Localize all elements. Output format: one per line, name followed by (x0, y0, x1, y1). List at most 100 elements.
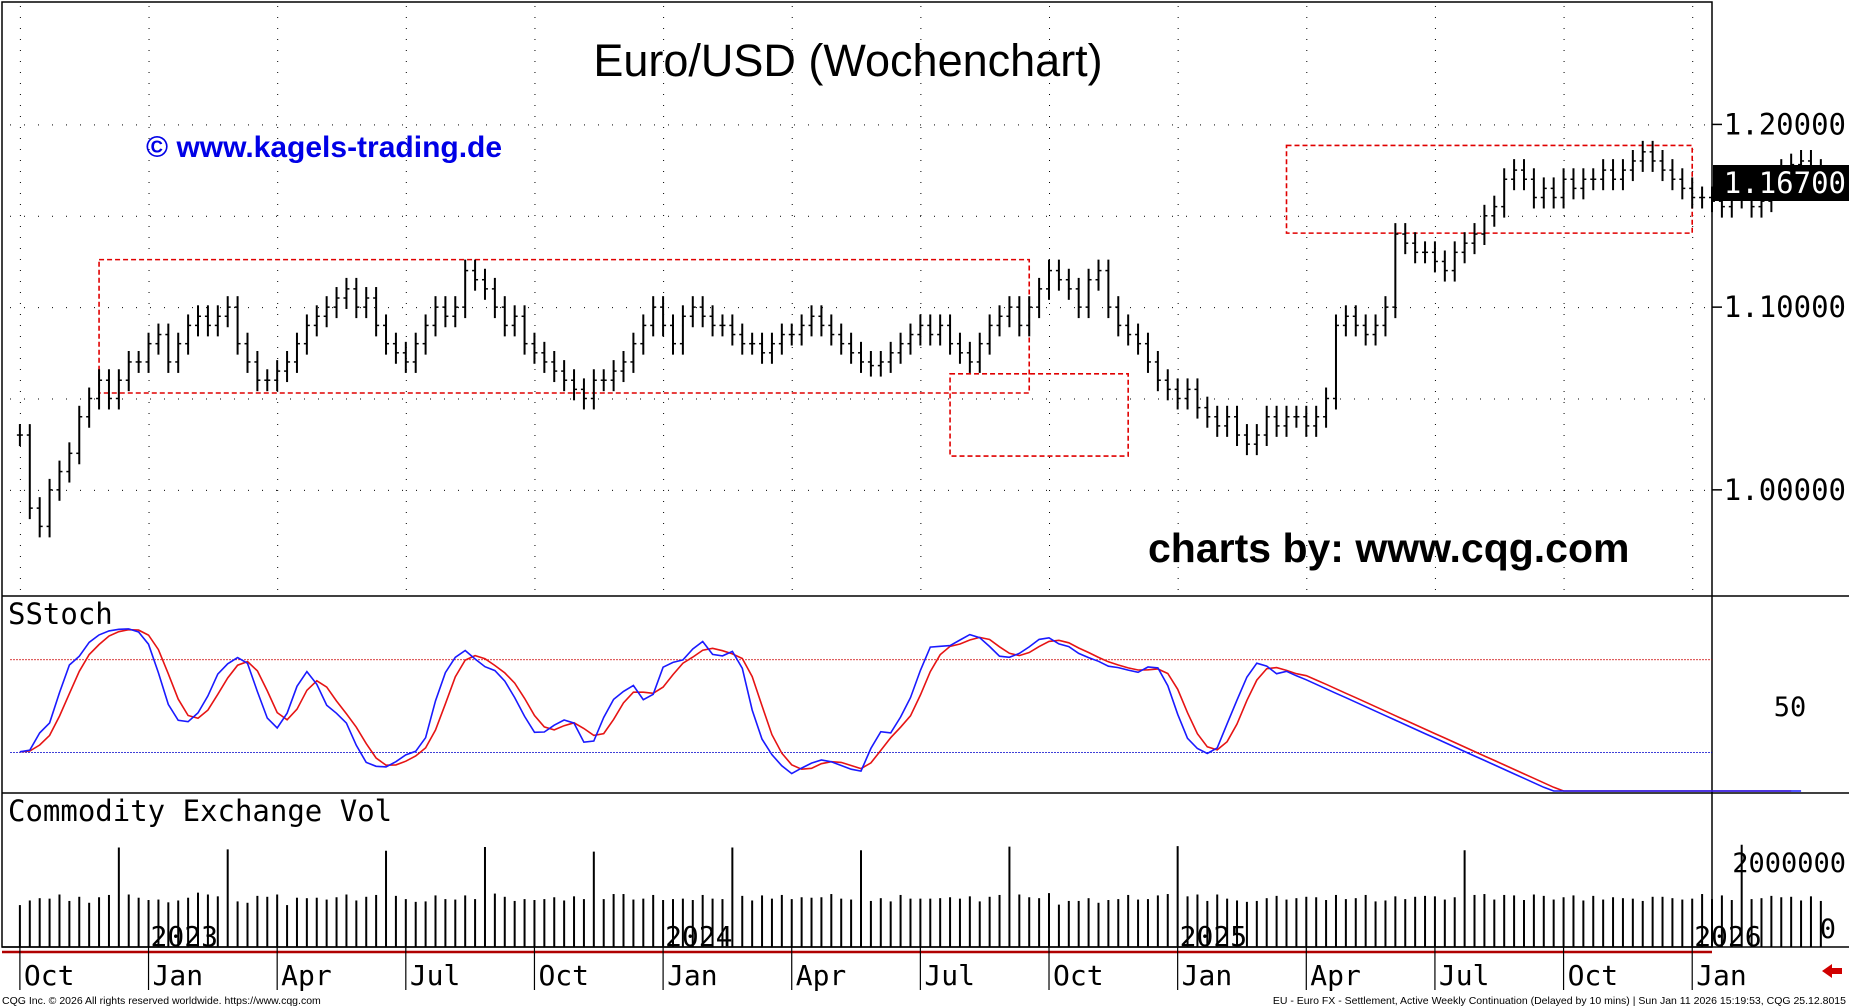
grid-dot (791, 347, 793, 348)
grid-dot (262, 398, 263, 400)
grid-dot (277, 105, 279, 106)
grid-dot (277, 226, 279, 227)
grid-dot (277, 358, 279, 359)
current-price-label: 1.16700 (1724, 166, 1846, 200)
grid-dot (1270, 307, 1271, 309)
grid-dot (906, 398, 907, 400)
grid-dot (920, 94, 922, 95)
grid-dot (864, 489, 865, 491)
grid-dot (780, 215, 781, 217)
grid-dot (791, 127, 793, 128)
grid-dot (878, 489, 879, 491)
grid-dot (1256, 215, 1257, 217)
scroll-right-arrow-icon[interactable] (1822, 964, 1842, 978)
grid-dot (1298, 307, 1299, 309)
grid-dot (486, 215, 487, 217)
grid-dot (534, 281, 536, 282)
grid-dot (808, 215, 809, 217)
grid-dot (1563, 28, 1565, 29)
grid-dot (1228, 398, 1229, 400)
grid-dot (108, 215, 109, 217)
grid-dot (920, 556, 922, 557)
grid-dot (791, 435, 793, 436)
grid-dot (346, 489, 347, 491)
grid-dot (534, 468, 536, 469)
grid-dot (1049, 215, 1051, 216)
grid-dot (791, 17, 793, 18)
grid-dot (791, 534, 793, 535)
grid-dot (1214, 215, 1215, 217)
grid-dot (534, 501, 536, 502)
grid-dot (976, 398, 977, 400)
grid-dot (780, 489, 781, 491)
grid-dot (1177, 138, 1179, 139)
grid-dot (1018, 215, 1019, 217)
grid-dot (10, 489, 11, 491)
grid-dot (1434, 6, 1436, 7)
grid-dot (791, 490, 793, 491)
grid-dot (1144, 124, 1145, 126)
grid-dot (150, 215, 151, 217)
grid-dot (220, 398, 221, 400)
grid-dot (19, 160, 21, 161)
grid-dot (1049, 589, 1051, 590)
grid-dot (791, 402, 793, 403)
grid-dot (1563, 138, 1565, 139)
grid-dot (1046, 307, 1047, 309)
grid-dot (738, 307, 739, 309)
grid-dot (1434, 39, 1436, 40)
grid-dot (1692, 138, 1694, 139)
grid-dot (1177, 6, 1179, 7)
grid-dot (1438, 489, 1439, 491)
grid-dot (1480, 307, 1481, 309)
grid-dot (1692, 380, 1694, 381)
grid-dot (920, 17, 922, 18)
grid-dot (1306, 314, 1308, 315)
grid-dot (1692, 501, 1694, 502)
grid-dot (791, 479, 793, 480)
grid-dot (976, 215, 977, 217)
grid-dot (1692, 72, 1694, 73)
grid-dot (663, 193, 665, 194)
grid-dot (1130, 307, 1131, 309)
grid-dot (234, 124, 235, 126)
grid-dot (360, 489, 361, 491)
grid-dot (1306, 83, 1308, 84)
grid-dot (1177, 17, 1179, 18)
grid-dot (66, 398, 67, 400)
grid-dot (948, 124, 949, 126)
grid-dot (405, 435, 407, 436)
grid-dot (108, 489, 109, 491)
grid-dot (148, 314, 150, 315)
grid-dot (19, 567, 21, 568)
grid-dot (277, 589, 279, 590)
grid-dot (1434, 105, 1436, 106)
grid-dot (794, 398, 795, 400)
grid-dot (1563, 237, 1565, 238)
grid-dot (791, 72, 793, 73)
grid-dot (405, 501, 407, 502)
grid-dot (534, 39, 536, 40)
grid-dot (1032, 398, 1033, 400)
grid-dot (850, 489, 851, 491)
grid-dot (1130, 124, 1131, 126)
grid-dot (920, 398, 921, 400)
grid-dot (1177, 523, 1179, 524)
grid-dot (19, 83, 21, 84)
grid-dot (752, 307, 753, 309)
grid-dot (388, 489, 389, 491)
grid-dot (405, 248, 407, 249)
grid-dot (1434, 413, 1436, 414)
grid-dot (1434, 523, 1436, 524)
grid-dot (791, 138, 793, 139)
grid-dot (1434, 226, 1436, 227)
grid-dot (663, 578, 665, 579)
grid-dot (791, 193, 793, 194)
grid-dot (1563, 61, 1565, 62)
grid-dot (148, 292, 150, 293)
grid-dot (206, 489, 207, 491)
grid-dot (1049, 105, 1051, 106)
grid-dot (534, 446, 536, 447)
grid-dot (277, 545, 279, 546)
grid-dot (405, 39, 407, 40)
